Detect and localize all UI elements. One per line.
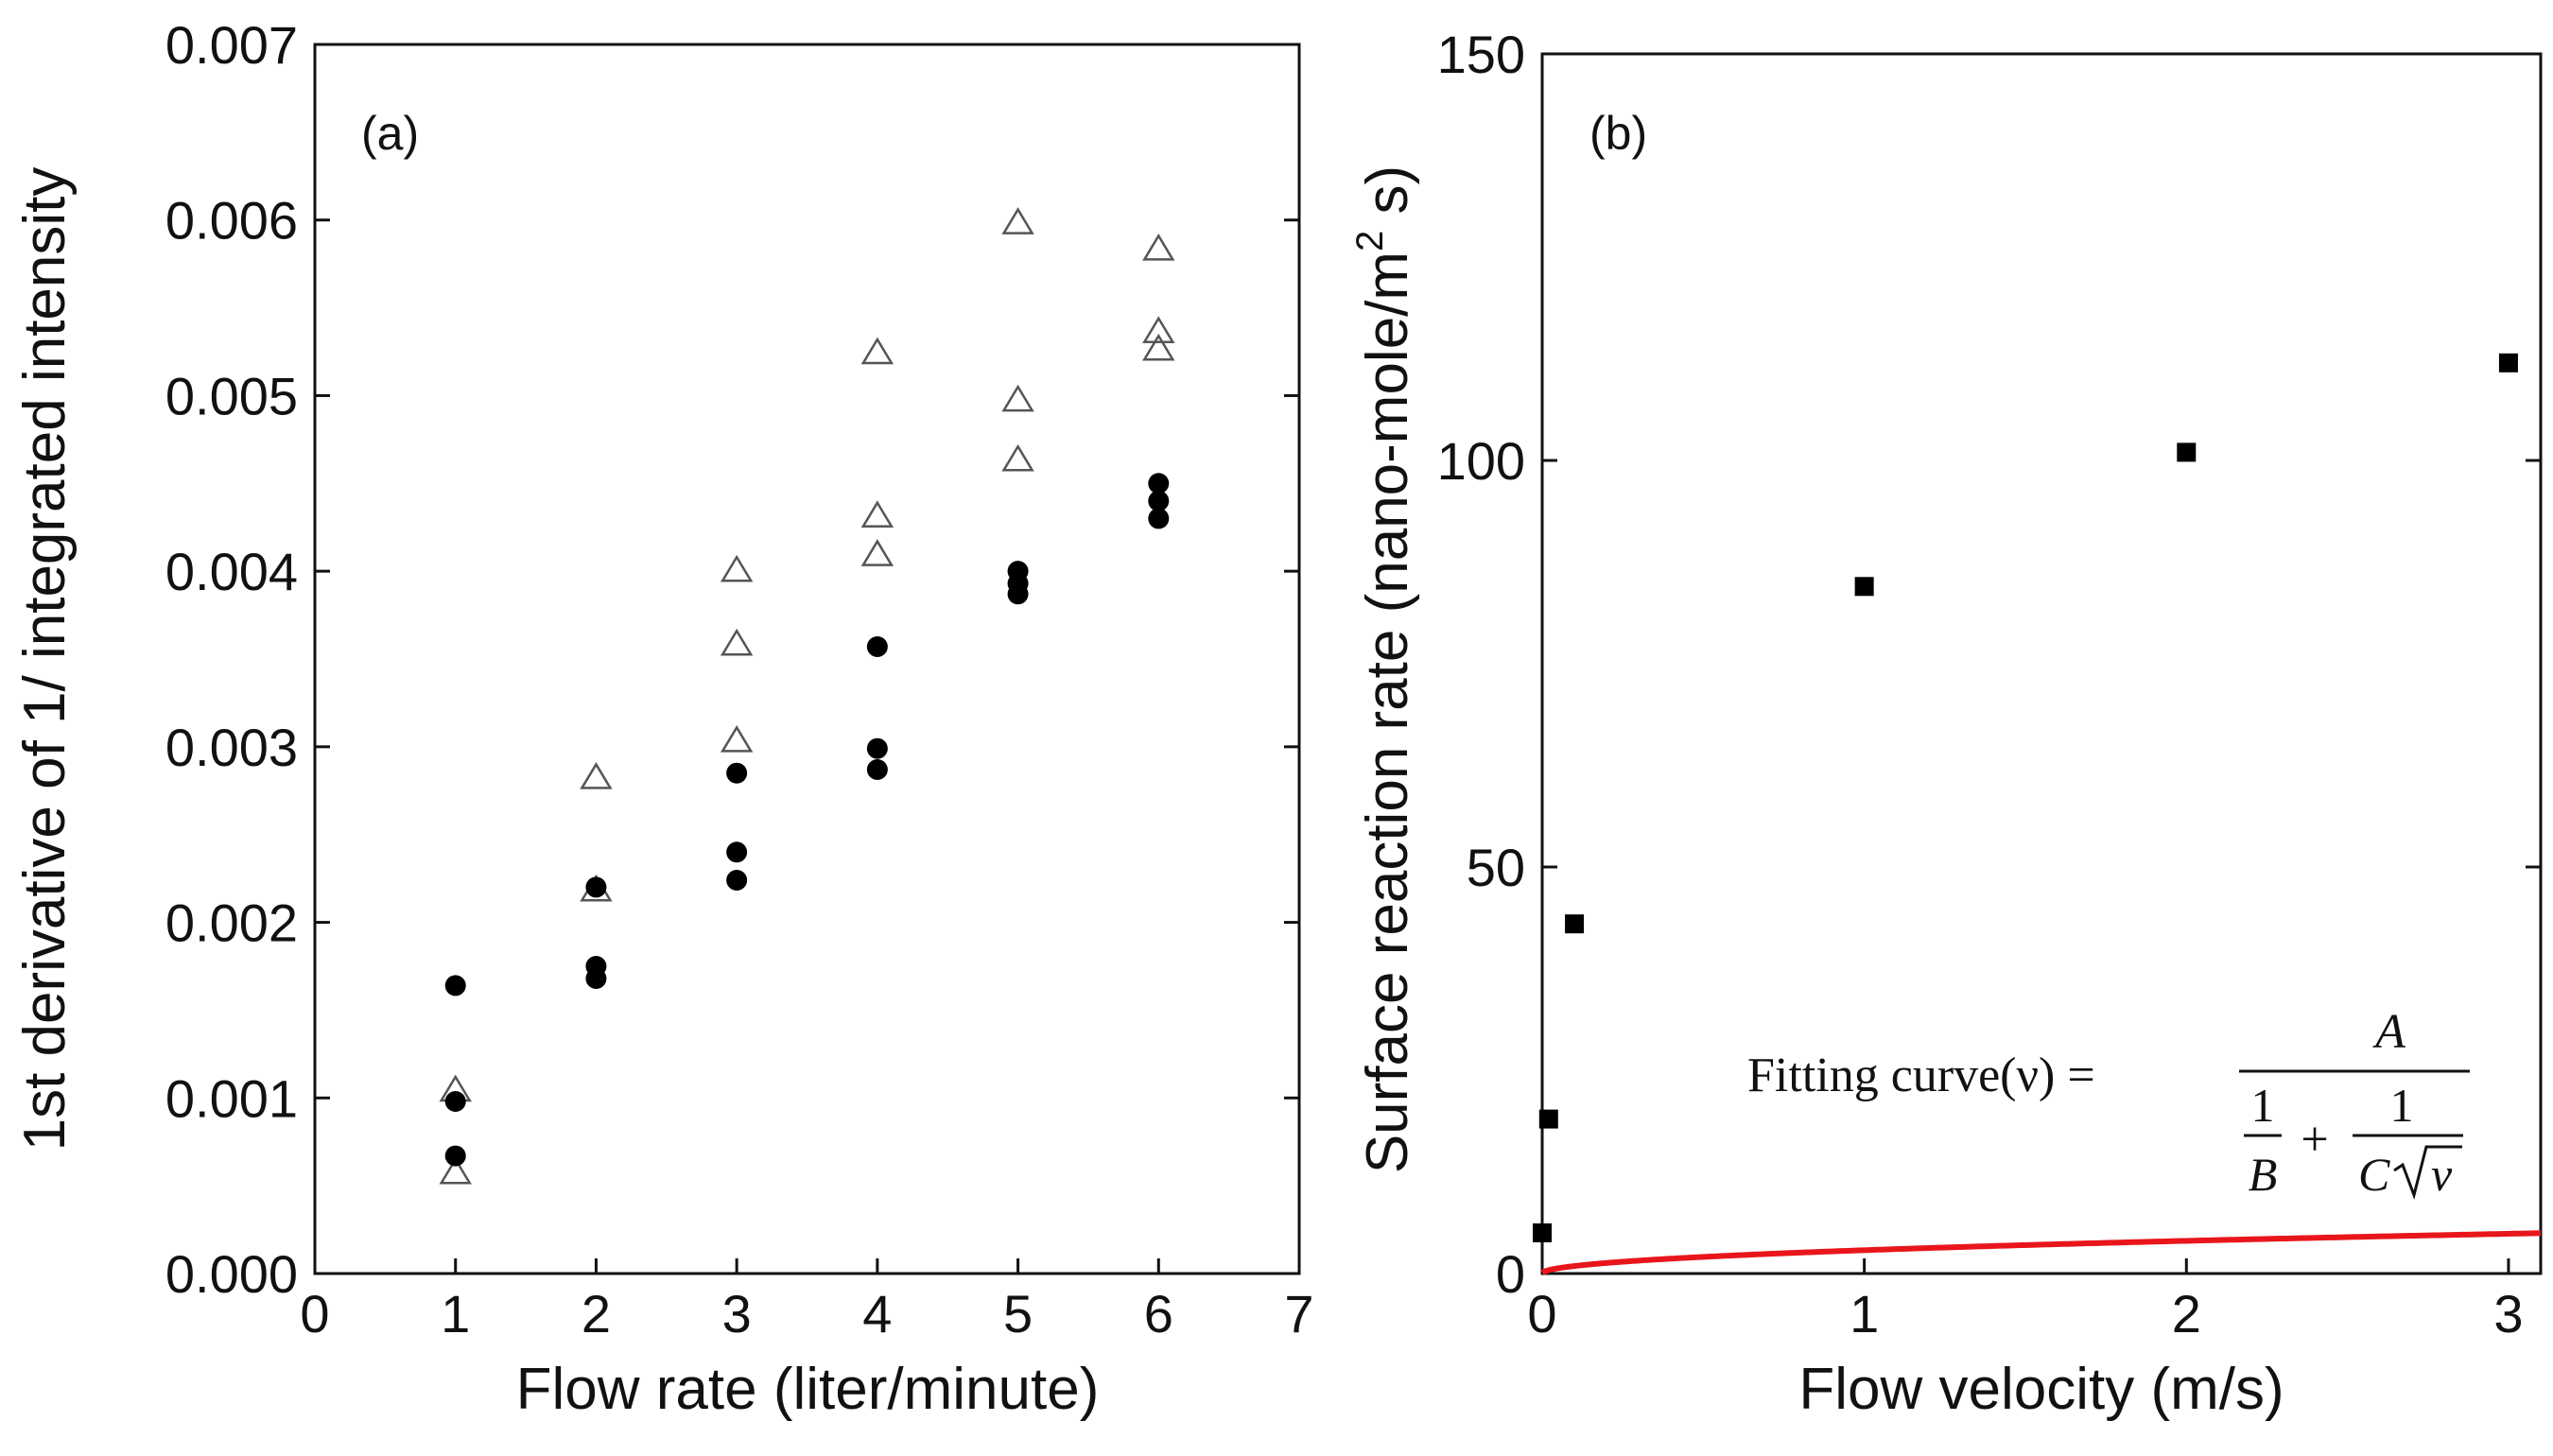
chart-a-triangle-point <box>1001 207 1034 234</box>
formula-term1-numerator: 1 <box>2251 1079 2275 1132</box>
chart-a-circle-point <box>726 841 748 863</box>
chart-a-x-tick-label: 5 <box>1003 1284 1033 1343</box>
chart-a-panel-label: (a) <box>361 107 419 160</box>
chart-b-y-axis-title: Surface reaction rate (nano-mole/m2 s) <box>1349 165 1420 1173</box>
chart-a-triangle-point <box>580 761 613 789</box>
chart-b-square-point <box>2177 442 2197 462</box>
formula-numerator: A <box>2372 1005 2405 1059</box>
chart-a-x-tick-label: 7 <box>1284 1284 1313 1343</box>
formula-term2-denominator-variable: ν <box>2431 1148 2453 1201</box>
chart-b-x-tick-label: 3 <box>2493 1284 2523 1343</box>
chart-b-y-tick-label: 150 <box>1437 25 1525 84</box>
chart-a-x-tick-label: 1 <box>441 1284 470 1343</box>
chart-a-y-tick-label: 0.004 <box>165 542 298 601</box>
formula-sqrt-sign <box>2393 1145 2462 1201</box>
chart-a-triangle-point <box>860 539 894 566</box>
chart-b-square-point <box>2498 353 2518 373</box>
chart-a-points <box>439 207 1175 1185</box>
chart-b-x-ticks: 0 1 2 3 <box>1527 1258 2524 1343</box>
chart-a-triangle-point <box>1142 233 1175 261</box>
chart-a-triangle-point <box>1142 333 1175 361</box>
chart-a-triangle-point <box>860 337 894 365</box>
chart-b-y-tick-label: 100 <box>1437 431 1525 491</box>
chart-a-y-tick-label: 0.005 <box>165 366 298 425</box>
chart-b-y-tick-label: 50 <box>1467 838 1525 897</box>
chart-a-circle-point <box>444 1145 466 1167</box>
chart-b-fit-curve <box>1539 1230 2542 1276</box>
chart-a-circle-point <box>1148 508 1170 529</box>
chart-a-circle-point <box>444 975 466 997</box>
chart-b-points <box>1533 353 2518 1242</box>
formula-plus: + <box>2301 1113 2328 1167</box>
chart-a-circle-point <box>866 759 888 780</box>
chart-a-circle-point <box>585 968 607 989</box>
chart-a-circle-point <box>444 1091 466 1112</box>
formula-term1-denominator: B <box>2249 1148 2278 1201</box>
formula-term2-denominator-coefficient: C <box>2358 1148 2390 1201</box>
chart-a-x-tick-label: 3 <box>722 1284 752 1343</box>
chart-b-x-tick-label: 2 <box>2172 1284 2201 1343</box>
chart-b-square-point <box>1533 1223 1552 1242</box>
chart-b-square-point <box>1565 914 1585 934</box>
chart-a-x-tick-label: 6 <box>1144 1284 1173 1343</box>
chart-a-y-tick-label: 0.007 <box>165 15 298 75</box>
chart-a-y-tick-label: 0.002 <box>165 893 298 953</box>
chart-a-y-tick-label: 0.003 <box>165 718 298 777</box>
chart-a-x-tick-label: 2 <box>582 1284 611 1343</box>
chart-a-x-axis-title: Flow rate (liter/minute) <box>516 1357 1100 1422</box>
chart-a-triangle-point <box>439 1156 472 1185</box>
chart-b-y-axis-title-main: Surface reaction rate (nano-mole/m <box>1355 251 1420 1173</box>
chart-a-triangle-point <box>1001 443 1034 472</box>
chart-b: (b) 0 1 2 3 0 50 100 150 Flow velocity (m/s) S… <box>1349 25 2543 1422</box>
chart-a-y-axis-title: 1st derivative of 1/ integrated intensit… <box>12 167 78 1152</box>
chart-b-frame <box>1540 52 2543 1275</box>
chart-a-triangle-point <box>1001 384 1034 412</box>
chart-a-triangle-point <box>720 554 754 582</box>
chart-a-frame <box>313 43 1301 1275</box>
chart-a-circle-point <box>866 636 888 657</box>
chart-b-y-axis-title-tail: s) <box>1355 165 1420 231</box>
chart-b-x-tick-label: 0 <box>1527 1284 1556 1343</box>
formula-term2-numerator: 1 <box>2390 1079 2414 1132</box>
chart-a-circle-point <box>726 870 748 891</box>
chart-a-y-tick-label: 0.001 <box>165 1068 298 1128</box>
chart-a-circle-point <box>585 876 607 898</box>
chart-a-y-ticks: 0.000 0.001 0.002 0.003 0.004 0.005 0.006 0.007 <box>165 15 1299 1304</box>
chart-a-circle-point <box>726 762 748 784</box>
formula-lhs: Fitting curve(ν) = <box>1747 1049 2095 1102</box>
chart-b-y-axis-title-superscript: 2 <box>1349 231 1391 251</box>
chart-a-triangle-point <box>860 500 894 528</box>
chart-b-panel-label: (b) <box>1589 107 1647 160</box>
chart-a-x-ticks: 0 1 2 3 4 5 6 7 <box>300 1258 1314 1343</box>
chart-b-x-tick-label: 1 <box>1850 1284 1879 1343</box>
chart-a-circle-point <box>1148 490 1170 511</box>
chart-b-x-axis-title: Flow velocity (m/s) <box>1798 1357 2284 1422</box>
fitting-formula: Fitting curve(ν) = A 1 B + 1 C ν <box>1747 1005 2470 1201</box>
chart-a-triangle-point <box>720 628 754 656</box>
chart-a-circle-point <box>1007 583 1029 605</box>
chart-a-y-tick-label: 0.006 <box>165 191 298 251</box>
chart-b-y-tick-label: 0 <box>1496 1244 1525 1304</box>
chart-b-square-point <box>1538 1109 1558 1129</box>
chart-a-triangle-point <box>720 724 754 753</box>
chart-b-square-point <box>1854 577 1874 597</box>
chart-a-x-tick-label: 4 <box>862 1284 892 1343</box>
chart-a-circle-point <box>1148 473 1170 494</box>
chart-a-y-tick-label: 0.000 <box>165 1244 298 1304</box>
chart-a-circle-point <box>866 737 888 759</box>
chart-a-triangle-point <box>1142 316 1175 343</box>
chart-b-y-ticks: 0 50 100 150 <box>1437 25 2541 1304</box>
chart-a-x-tick-label: 0 <box>300 1284 329 1343</box>
